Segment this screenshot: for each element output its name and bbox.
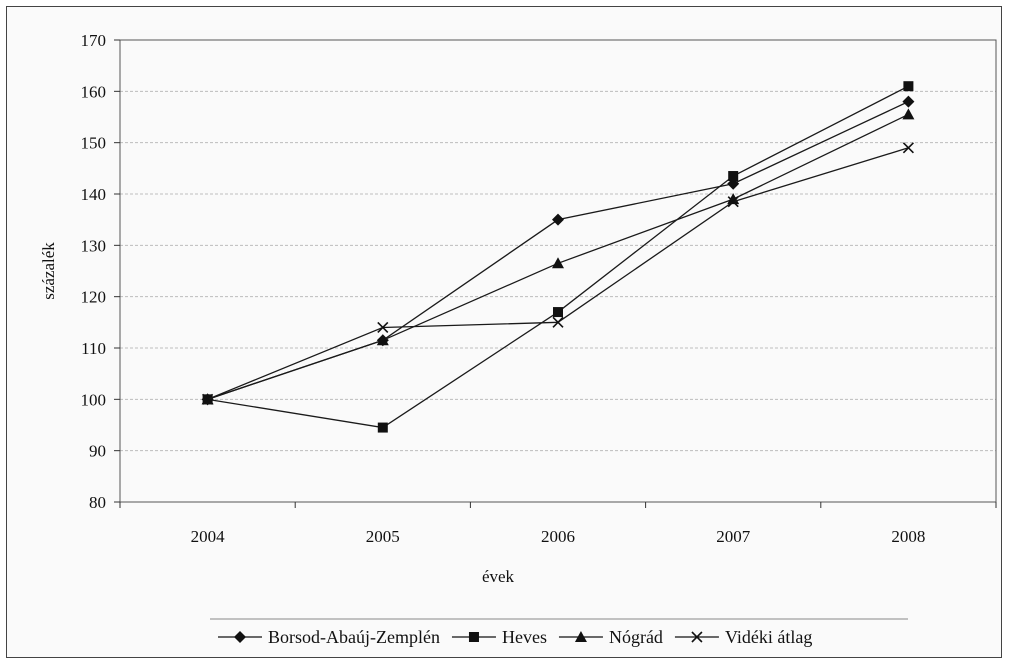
x-axis: 2004 2005 2006 2007 2008 xyxy=(119,502,997,546)
y-tick-label: 90 xyxy=(89,442,106,461)
y-tick-label: 140 xyxy=(81,185,107,204)
y-tick-label: 80 xyxy=(89,493,106,512)
series-3 xyxy=(201,108,915,405)
data-point xyxy=(902,108,915,120)
y-tick-label: 150 xyxy=(81,134,107,153)
y-tick-label: 100 xyxy=(81,390,107,409)
series-1 xyxy=(201,95,915,406)
legend-label: Vidéki átlag xyxy=(725,627,812,647)
data-point xyxy=(727,196,739,208)
y-tick-label: 110 xyxy=(81,339,106,358)
y-tick-label: 170 xyxy=(81,31,107,50)
y-axis-label: százalék xyxy=(39,242,58,300)
data-point xyxy=(376,334,389,346)
data-point xyxy=(202,393,214,405)
series-group xyxy=(201,81,915,433)
legend-label: Borsod-Abaúj-Zemplén xyxy=(268,627,440,647)
legend-marker xyxy=(468,632,479,642)
data-point xyxy=(903,81,914,92)
y-tick-label: 160 xyxy=(81,82,107,101)
x-tick-label: 2005 xyxy=(366,527,400,546)
series-line xyxy=(207,101,909,400)
y-axis: 80 90 100 110 120 130 140 150 160 170 xyxy=(81,31,120,512)
data-point xyxy=(552,213,564,226)
data-point xyxy=(902,95,915,108)
y-tick-label: 120 xyxy=(81,288,107,307)
legend: Borsod-Abaúj-Zemplén Heves Nógrád Vidéki át… xyxy=(210,618,908,647)
legend-item: Heves xyxy=(451,627,547,647)
legend-item: Borsod-Abaúj-Zemplén xyxy=(218,627,440,647)
legend-label: Nógrád xyxy=(609,627,663,647)
plot-area xyxy=(119,39,997,503)
chart-frame xyxy=(6,6,1002,658)
legend-marker xyxy=(574,631,587,642)
legend-marker xyxy=(234,631,246,643)
series-line xyxy=(207,85,909,429)
series-4 xyxy=(202,142,914,405)
x-tick-label: 2004 xyxy=(191,527,226,546)
series-line xyxy=(207,147,909,400)
data-point xyxy=(377,321,389,334)
data-point xyxy=(728,171,739,182)
legend-label: Heves xyxy=(502,627,547,647)
y-tick-label: 130 xyxy=(81,236,107,255)
data-point xyxy=(552,257,564,269)
series-2 xyxy=(202,81,914,433)
x-tick-label: 2008 xyxy=(891,527,925,546)
data-point xyxy=(553,307,563,318)
legend-marker xyxy=(691,631,703,643)
x-tick-label: 2007 xyxy=(716,527,751,546)
x-axis-label: évek xyxy=(482,567,515,586)
legend-item: Vidéki átlag xyxy=(674,627,812,647)
legend-item: Nógrád xyxy=(558,627,663,647)
x-tick-label: 2006 xyxy=(541,527,575,546)
data-point xyxy=(552,316,564,328)
data-point xyxy=(377,422,388,433)
grid-lines xyxy=(120,39,996,452)
data-point xyxy=(902,142,914,154)
